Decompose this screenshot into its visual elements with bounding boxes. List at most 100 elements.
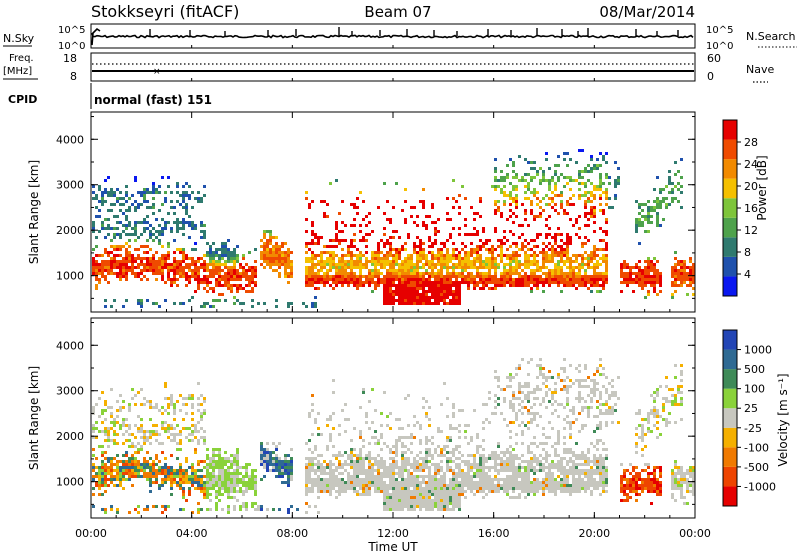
heatmap-cell: [284, 266, 287, 269]
heatmap-cell: [392, 463, 395, 466]
heatmap-cell: [386, 508, 389, 511]
heatmap-cell: [347, 463, 350, 466]
heatmap-cell: [461, 475, 464, 478]
heatmap-cell: [320, 490, 323, 493]
heatmap-cell: [137, 463, 140, 466]
heatmap-cell: [125, 209, 128, 212]
heatmap-cell: [122, 421, 125, 424]
heatmap-cell: [98, 475, 101, 478]
heatmap-cell: [548, 215, 551, 218]
heatmap-cell: [194, 430, 197, 433]
heatmap-cell: [227, 466, 230, 469]
heatmap-cell: [410, 284, 413, 287]
heatmap-cell: [314, 457, 317, 460]
heatmap-cell: [107, 194, 110, 197]
heatmap-cell: [479, 490, 482, 493]
heatmap-cell: [359, 230, 362, 233]
heatmap-cell: [113, 260, 116, 263]
heatmap-cell: [461, 490, 464, 493]
heatmap-cell: [503, 176, 506, 179]
heatmap-cell: [497, 442, 500, 445]
heatmap-cell: [305, 275, 308, 278]
heatmap-cell: [149, 472, 152, 475]
heatmap-cell: [410, 257, 413, 260]
heatmap-cell: [341, 490, 344, 493]
heatmap-cell: [104, 236, 107, 239]
heatmap-cell: [464, 251, 467, 254]
heatmap-cell: [107, 436, 110, 439]
colorbar-swatch: [723, 276, 737, 296]
heatmap-cell: [410, 505, 413, 508]
heatmap-cell: [458, 469, 461, 472]
heatmap-cell: [443, 472, 446, 475]
heatmap-cell: [230, 272, 233, 275]
heatmap-cell: [443, 278, 446, 281]
heatmap-cell: [287, 263, 290, 266]
heatmap-cell: [140, 469, 143, 472]
heatmap-cell: [407, 302, 410, 305]
heatmap-cell: [215, 490, 218, 493]
heatmap-cell: [629, 272, 632, 275]
heatmap-cell: [110, 475, 113, 478]
heatmap-cell: [107, 484, 110, 487]
heatmap-cell: [644, 203, 647, 206]
heatmap-cell: [365, 233, 368, 236]
heatmap-cell: [362, 200, 365, 203]
heatmap-cell: [359, 466, 362, 469]
colorbar-swatch: [723, 217, 737, 238]
heatmap-cell: [434, 281, 437, 284]
heatmap-cell: [215, 281, 218, 284]
heatmap-cell: [428, 487, 431, 490]
heatmap-cell: [236, 269, 239, 272]
heatmap-cell: [356, 478, 359, 481]
heatmap-cell: [155, 272, 158, 275]
heatmap-cell: [533, 251, 536, 254]
heatmap-cell: [212, 481, 215, 484]
heatmap-cell: [461, 484, 464, 487]
heatmap-cell: [215, 493, 218, 496]
heatmap-cell: [365, 239, 368, 242]
heatmap-cell: [377, 490, 380, 493]
heatmap-cell: [287, 472, 290, 475]
heatmap-cell: [572, 194, 575, 197]
heatmap-cell: [389, 478, 392, 481]
heatmap-cell: [410, 502, 413, 505]
heatmap-cell: [542, 257, 545, 260]
heatmap-cell: [248, 478, 251, 481]
heatmap-cell: [479, 248, 482, 251]
heatmap-cell: [212, 272, 215, 275]
heatmap-cell: [134, 272, 137, 275]
heatmap-cell: [434, 481, 437, 484]
heatmap-cell: [224, 457, 227, 460]
heatmap-cell: [650, 275, 653, 278]
heatmap-cell: [506, 451, 509, 454]
heatmap-cell: [188, 236, 191, 239]
heatmap-cell: [593, 284, 596, 287]
heatmap-cell: [134, 266, 137, 269]
heatmap-cell: [515, 254, 518, 257]
heatmap-cell: [113, 457, 116, 460]
heatmap-cell: [170, 469, 173, 472]
heatmap-cell: [581, 176, 584, 179]
heatmap-cell: [485, 284, 488, 287]
heatmap-cell: [101, 409, 104, 412]
heatmap-cell: [386, 299, 389, 302]
heatmap-cell: [473, 466, 476, 469]
heatmap-cell: [116, 511, 119, 514]
heatmap-cell: [497, 445, 500, 448]
heatmap-cell: [101, 263, 104, 266]
heatmap-cell: [389, 296, 392, 299]
heatmap-cell: [413, 457, 416, 460]
heatmap-cell: [422, 406, 425, 409]
heatmap-cell: [386, 475, 389, 478]
heatmap-cell: [521, 242, 524, 245]
heatmap-cell: [383, 499, 386, 502]
heatmap-cell: [227, 484, 230, 487]
heatmap-cell: [605, 173, 608, 176]
heatmap-cell: [416, 296, 419, 299]
heatmap-cell: [506, 385, 509, 388]
heatmap-cell: [572, 281, 575, 284]
freq-unit-label: [MHz]: [3, 66, 32, 77]
heatmap-cell: [215, 478, 218, 481]
heatmap-cell: [305, 466, 308, 469]
